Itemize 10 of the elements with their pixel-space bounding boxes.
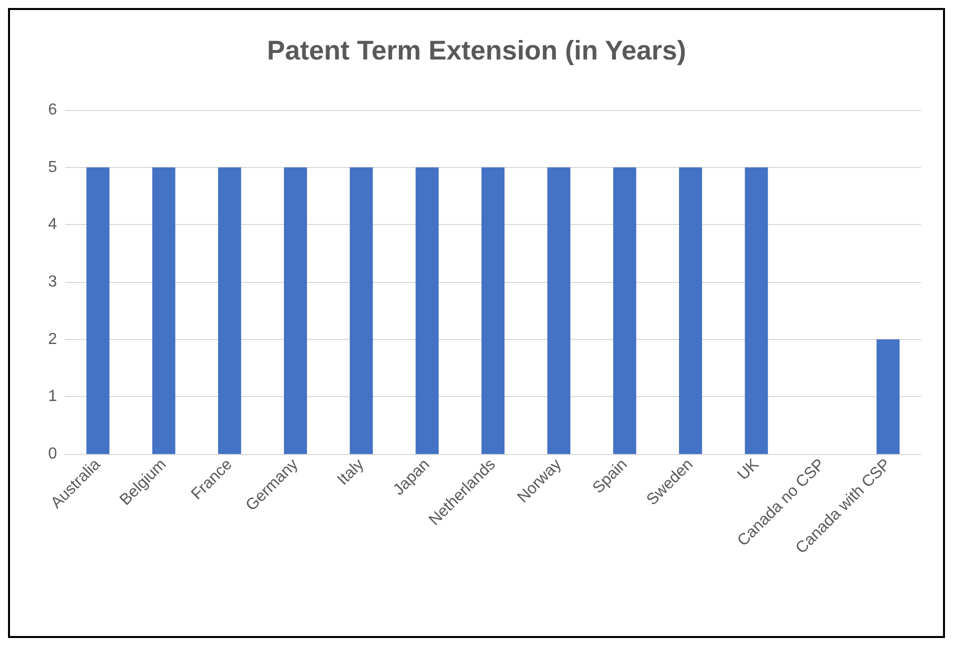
x-tick-label: Italy: [334, 456, 368, 489]
y-tick-label: 3: [48, 274, 58, 290]
y-tick-label: 5: [48, 158, 58, 176]
y-tick-label: 4: [48, 216, 58, 234]
y-tick-label: 0: [48, 446, 58, 462]
y-tick-label: 6: [48, 102, 58, 118]
x-tick-label: UK: [734, 456, 763, 484]
y-tick-label: 2: [48, 330, 58, 348]
y-tick-label: 1: [48, 388, 58, 406]
chart-title: Patent Term Extension (in Years): [266, 36, 686, 66]
